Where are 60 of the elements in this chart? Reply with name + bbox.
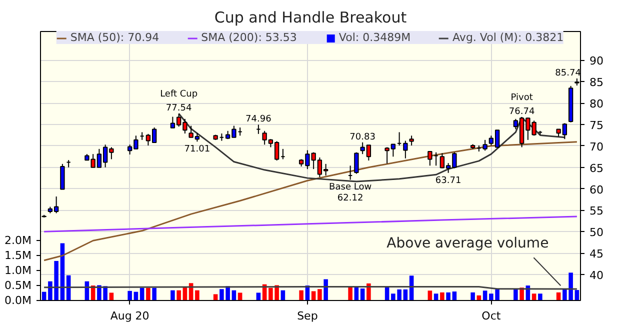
x-tick-label: Aug 20 — [110, 310, 150, 322]
bar — [348, 287, 352, 300]
bar — [238, 292, 242, 300]
bar — [299, 290, 304, 300]
bar — [538, 294, 542, 300]
bar — [195, 290, 200, 300]
bar — [366, 283, 371, 300]
y-tick-label: 85 — [590, 76, 604, 90]
bar — [311, 291, 316, 300]
annotation: 63.71 — [435, 176, 462, 186]
annotation: Left Cup 77.54 — [160, 90, 198, 114]
bar — [170, 290, 175, 300]
y2-tick-label: 0.5M — [4, 279, 32, 292]
y-tick-label: 75 — [590, 118, 604, 132]
y2-tick-label: 1.0M — [4, 264, 32, 278]
y2-tick-label: 0.0M — [4, 294, 32, 307]
annotation: Above average volume — [386, 236, 549, 252]
line-series — [43, 216, 578, 232]
annotation: Pivot 76.74 — [508, 93, 535, 118]
x-tick-label: Oct — [482, 310, 502, 322]
bar — [318, 289, 322, 300]
bar — [152, 288, 156, 300]
y-tick-label: 80 — [590, 98, 604, 111]
bar — [176, 290, 181, 300]
candlestick — [403, 140, 408, 159]
y-tick-label: 70 — [590, 140, 604, 154]
legend-label: Avg. Vol (M): 0.3821 — [452, 31, 564, 44]
legend-label: Vol: 0.3489M — [338, 31, 411, 44]
bar — [146, 288, 150, 300]
candlestick — [354, 152, 359, 174]
annotation: 71.01 — [184, 144, 210, 155]
annotation: 70.83 — [350, 132, 376, 142]
legend-label: SMA (50): 70.94 — [70, 31, 160, 44]
bar — [514, 289, 518, 300]
y-tick-label: 90 — [590, 54, 604, 68]
line-series — [43, 141, 578, 262]
y2-tick-label: 2.0M — [4, 234, 32, 248]
annotation: Base Low 62.12 — [329, 182, 372, 204]
y2-tick-label: 1.5M — [4, 249, 32, 262]
annotation: 74.96 — [246, 114, 272, 125]
bar — [109, 292, 114, 300]
bar — [256, 292, 261, 300]
candlestick — [60, 163, 65, 190]
bar — [446, 292, 450, 300]
bar — [128, 290, 132, 300]
bar — [440, 292, 444, 300]
y-tick-label: 65 — [590, 162, 604, 175]
candlestick — [409, 135, 414, 146]
y-tick-label: 40 — [590, 268, 604, 282]
bar — [324, 279, 328, 300]
y-tick-label: 50 — [590, 226, 604, 240]
y-tick-label: 45 — [590, 248, 604, 261]
legend-label: SMA (200): 53.53 — [201, 31, 297, 44]
annotation: 85.74 — [555, 68, 582, 78]
bar — [470, 292, 475, 300]
x-tick-label: Sep — [297, 310, 318, 322]
y-tick-label: 55 — [590, 204, 604, 218]
y-tick-label: 60 — [590, 183, 604, 196]
bar — [360, 288, 365, 300]
chart-title: Cup and Handle Breakout — [214, 8, 407, 26]
